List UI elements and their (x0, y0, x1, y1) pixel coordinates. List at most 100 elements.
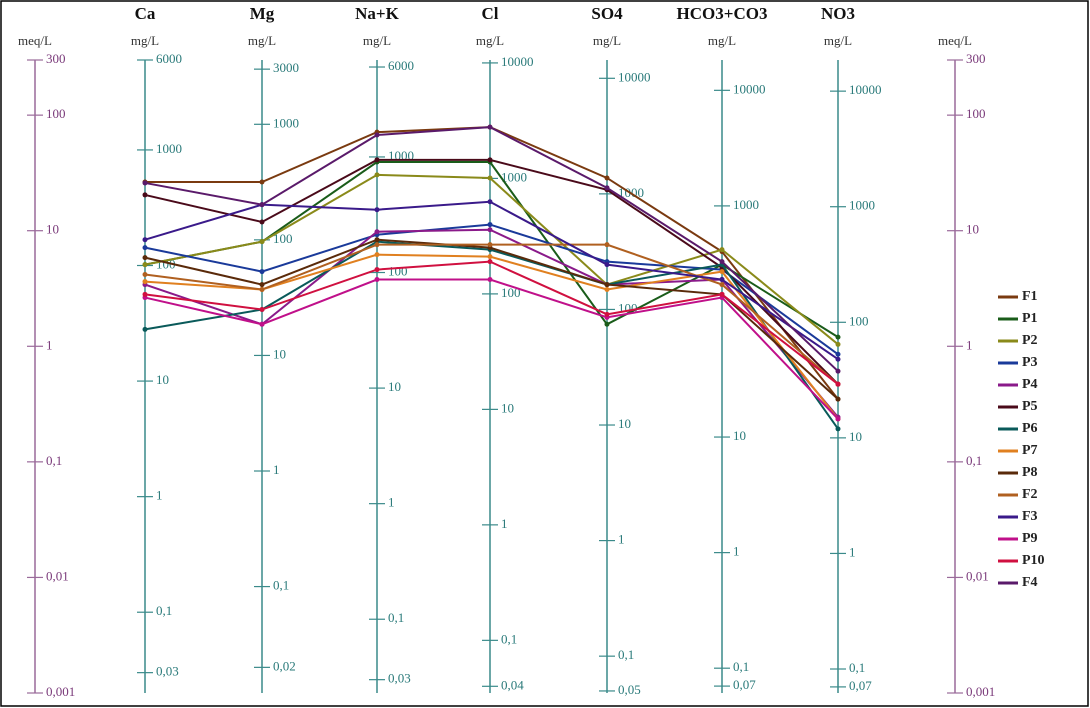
point (142, 245, 148, 251)
y-tick-label: 1 (156, 488, 163, 503)
y-tick-label: 10000 (618, 69, 651, 84)
y-tick-label: 0,001 (966, 684, 995, 699)
point (259, 321, 265, 327)
axis-title: HCO3+CO3 (677, 4, 768, 23)
y-tick-label: 1000 (156, 141, 182, 156)
y-tick-label: 100 (966, 106, 986, 121)
y-tick-label: 0,1 (156, 603, 172, 618)
point (835, 381, 841, 387)
point (719, 291, 725, 297)
y-tick-label: 100 (46, 106, 66, 121)
y-tick-label: 100 (273, 231, 293, 246)
point (142, 262, 148, 268)
legend-label: P9 (1022, 531, 1038, 546)
point (835, 341, 841, 347)
y-tick-label: 0,03 (388, 671, 411, 686)
point (142, 180, 148, 186)
y-tick-label: 1 (273, 462, 280, 477)
series-line (144, 278, 839, 420)
point (835, 334, 841, 340)
axis-title: SO4 (591, 4, 623, 23)
y-tick-label: 1 (618, 532, 625, 547)
point (604, 185, 610, 191)
point (142, 326, 148, 332)
axis-unit: mg/L (248, 33, 276, 48)
axis-title: NO3 (821, 4, 855, 23)
y-tick-label: 1 (388, 495, 395, 510)
legend-label: P5 (1022, 399, 1038, 414)
y-tick-label: 100 (849, 313, 869, 328)
point (487, 199, 493, 205)
point (604, 262, 610, 268)
y-tick-label: 0,1 (46, 453, 62, 468)
point (374, 267, 380, 273)
point (487, 242, 493, 248)
point (259, 269, 265, 275)
axis-title: Mg (250, 4, 275, 23)
axis-unit: mg/L (131, 33, 159, 48)
legend-label: P10 (1022, 553, 1045, 568)
legend-label: F3 (1022, 509, 1038, 524)
point (604, 282, 610, 288)
point (259, 286, 265, 292)
point (604, 311, 610, 317)
point (374, 157, 380, 163)
point (142, 237, 148, 243)
point (835, 351, 841, 357)
point (259, 202, 265, 208)
point (374, 237, 380, 243)
y-tick-label: 0,03 (156, 664, 179, 679)
y-tick-label: 1 (849, 544, 856, 559)
y-tick-label: 0,04 (501, 677, 524, 692)
y-tick-label: 10 (618, 416, 631, 431)
y-tick-label: 0,02 (273, 658, 296, 673)
axis-unit: meq/L (938, 33, 972, 48)
legend-label: F2 (1022, 487, 1038, 502)
y-tick-label: 0,07 (849, 678, 872, 693)
point (835, 416, 841, 422)
y-tick-label: 10000 (849, 82, 882, 97)
legend-label: P1 (1022, 311, 1038, 326)
legend-label: F1 (1022, 289, 1038, 304)
y-tick-label: 300 (46, 51, 66, 66)
y-tick-label: 3000 (273, 60, 299, 75)
y-tick-label: 0,07 (733, 677, 756, 692)
y-tick-label: 10 (388, 379, 401, 394)
axis-unit: mg/L (824, 33, 852, 48)
point (487, 227, 493, 233)
y-tick-label: 1 (501, 516, 508, 531)
point (487, 157, 493, 163)
point (719, 282, 725, 288)
point (719, 259, 725, 265)
y-tick-label: 10 (46, 222, 59, 237)
point (374, 132, 380, 138)
y-tick-label: 10000 (501, 54, 534, 69)
axis-title: Ca (135, 4, 156, 23)
legend-label: P8 (1022, 465, 1038, 480)
y-tick-label: 10 (966, 222, 979, 237)
axis-title: Cl (482, 4, 499, 23)
y-tick-label: 100 (388, 264, 408, 279)
axis-unit: mg/L (476, 33, 504, 48)
point (374, 229, 380, 235)
point (835, 368, 841, 374)
y-tick-label: 0,001 (46, 684, 75, 699)
legend-label: P7 (1022, 443, 1038, 458)
legend-label: P2 (1022, 333, 1038, 348)
y-tick-label: 0,1 (618, 647, 634, 662)
point (604, 321, 610, 327)
point (142, 192, 148, 198)
point (487, 254, 493, 260)
point (374, 277, 380, 283)
y-tick-label: 1 (46, 337, 53, 352)
y-tick-label: 0,1 (273, 578, 289, 593)
y-tick-label: 10 (273, 346, 286, 361)
point (604, 175, 610, 181)
point (259, 282, 265, 288)
point (487, 222, 493, 228)
point (142, 255, 148, 261)
y-tick-label: 6000 (388, 58, 414, 73)
y-tick-label: 0,01 (46, 568, 69, 583)
y-tick-label: 1000 (849, 198, 875, 213)
